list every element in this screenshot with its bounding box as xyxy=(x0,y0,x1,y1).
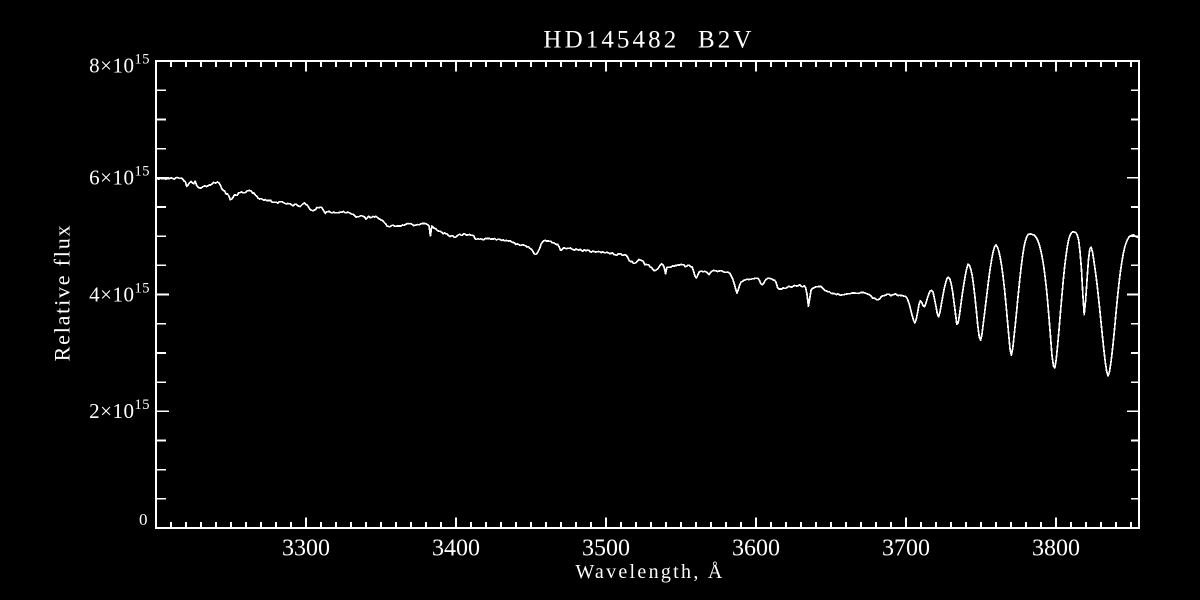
svg-text:3700: 3700 xyxy=(882,536,930,562)
svg-text:3300: 3300 xyxy=(282,536,330,562)
svg-text:Wavelength, Å: Wavelength, Å xyxy=(575,561,724,583)
svg-text:3800: 3800 xyxy=(1032,536,1080,562)
svg-text:3600: 3600 xyxy=(732,536,780,562)
svg-text:HD145482 B2V: HD145482 B2V xyxy=(543,27,754,54)
svg-text:3400: 3400 xyxy=(432,536,480,562)
svg-text:0: 0 xyxy=(139,510,148,529)
svg-text:3500: 3500 xyxy=(582,536,630,562)
svg-text:Relative flux: Relative flux xyxy=(50,224,75,362)
